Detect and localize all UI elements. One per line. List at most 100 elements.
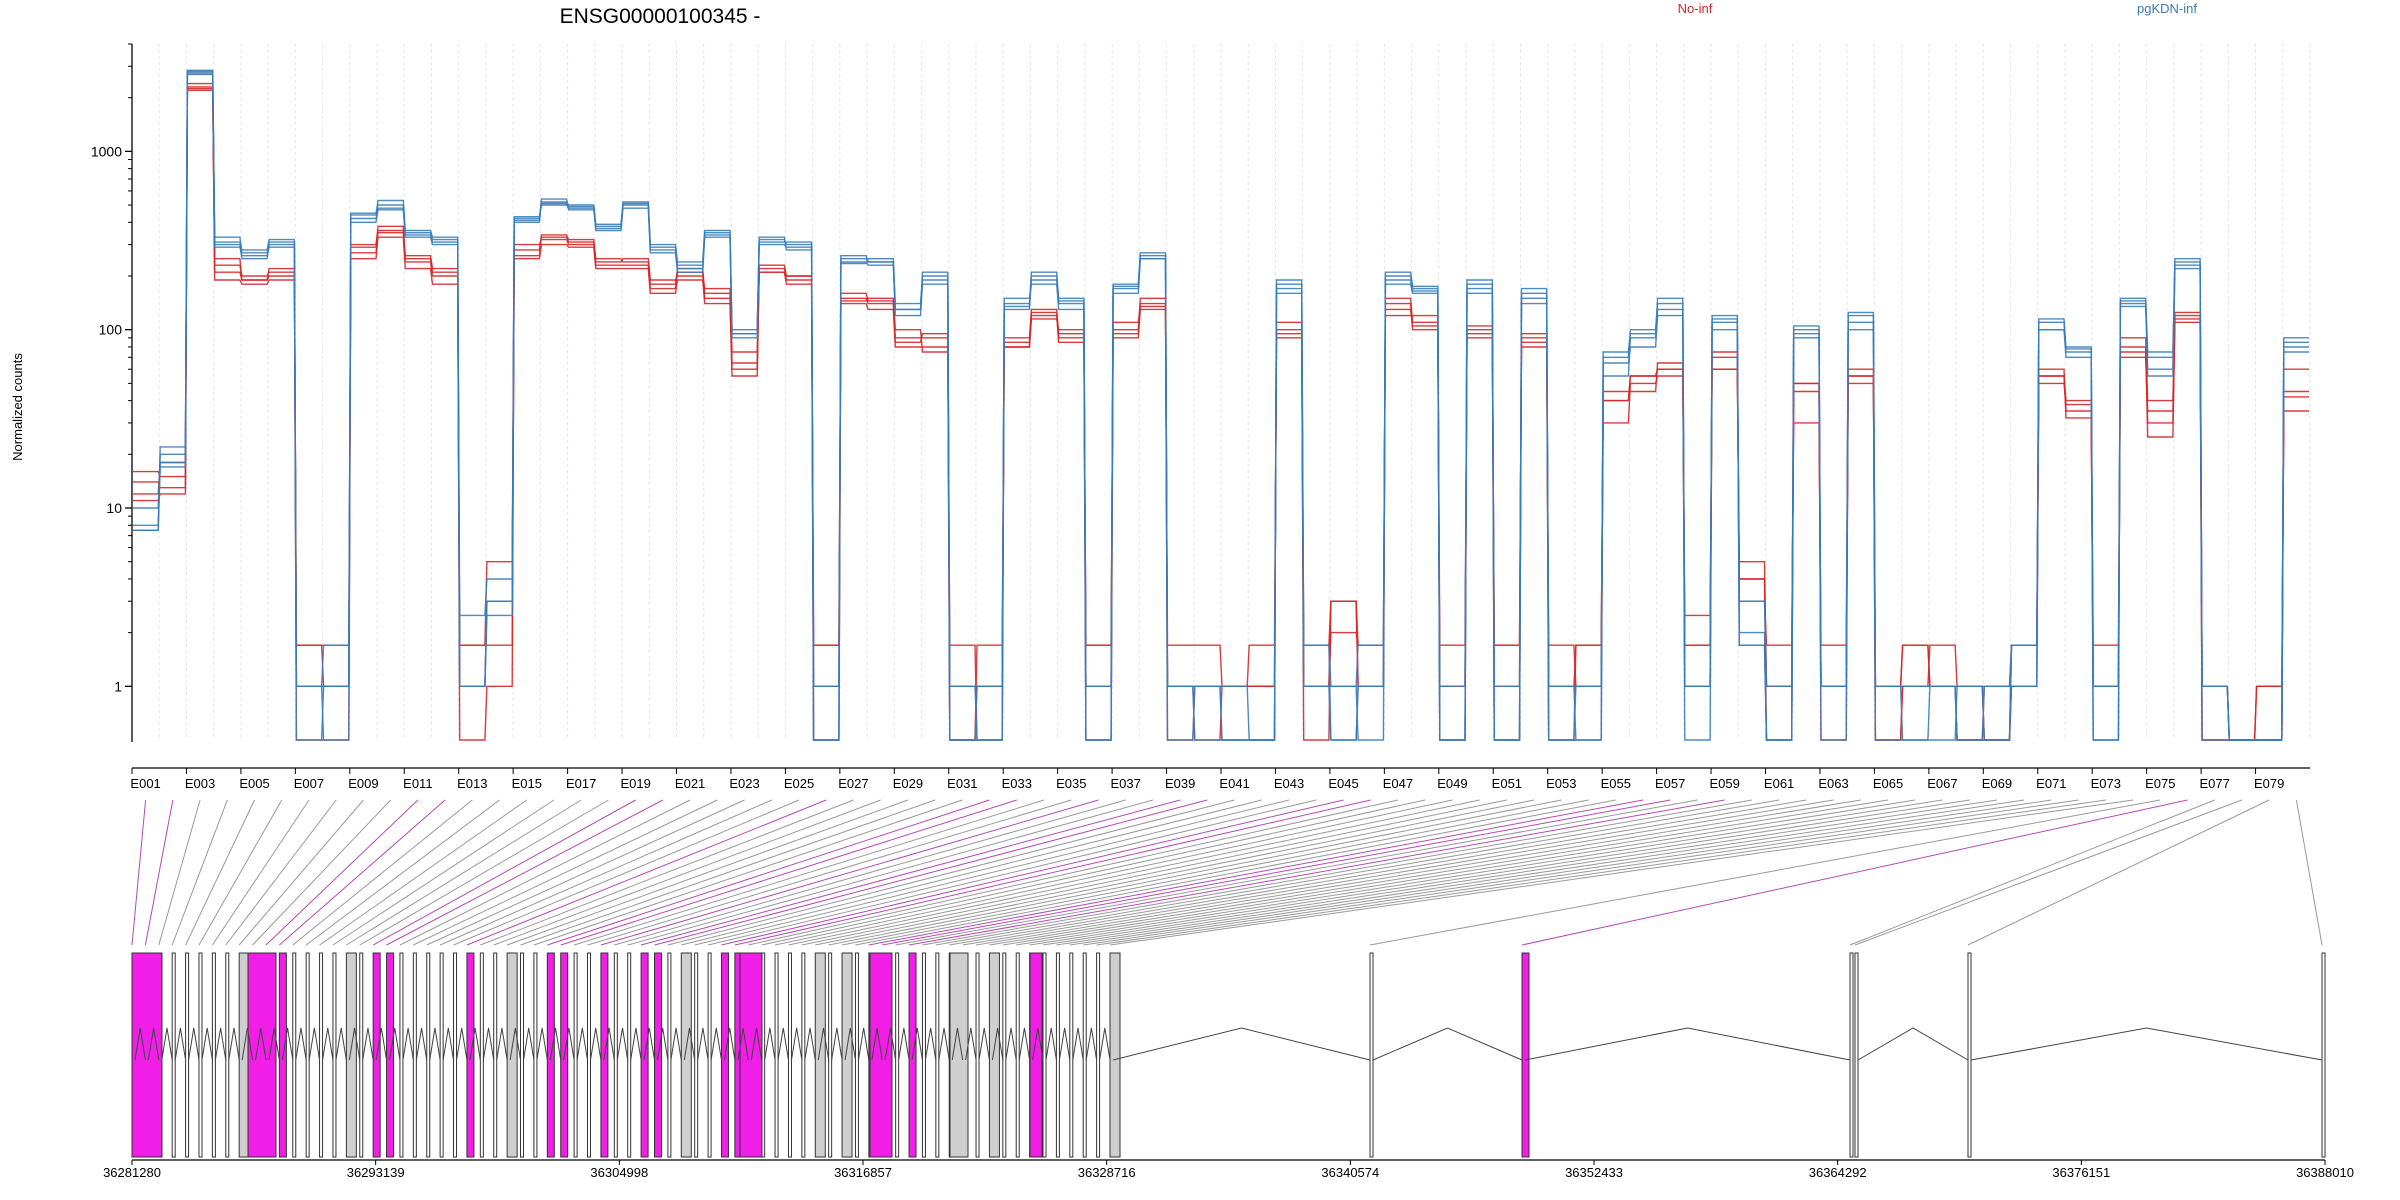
intron-line (429, 1027, 441, 1061)
connector-line (399, 799, 691, 946)
intron-line (603, 1027, 615, 1061)
x-tick-label: E053 (1546, 776, 1576, 791)
intron-line (951, 1027, 964, 1061)
intron-line (161, 1027, 173, 1061)
exon-block (439, 952, 444, 1158)
connector-line (721, 799, 1344, 946)
x-tick-label: E013 (457, 776, 487, 791)
connector-line (158, 799, 201, 946)
intron-line (683, 1027, 696, 1061)
connector-line (238, 799, 364, 946)
connector-line (372, 799, 636, 946)
connector-line (480, 799, 854, 946)
connector-line (882, 799, 1671, 946)
intron-line (978, 1027, 990, 1061)
intron-line (844, 1027, 856, 1061)
x-tick-label: E063 (1818, 776, 1848, 791)
x-tick-label: E025 (784, 776, 814, 791)
connector-line (895, 799, 1698, 946)
exon-block (1002, 952, 1007, 1158)
exon-block (225, 952, 230, 1158)
series-line (133, 87, 2309, 741)
exon-block (520, 952, 525, 1158)
exon-block (2321, 952, 2326, 1158)
intron-line (1032, 1027, 1044, 1061)
legend-label-pgkdn-inf: pgKDN-inf (2137, 1, 2197, 16)
connector-line (922, 799, 1752, 946)
connector-line (707, 799, 1317, 946)
x-tick-label: E011 (403, 776, 432, 791)
intron-line (1099, 1027, 1111, 1061)
exon-block (801, 952, 806, 1158)
exon-block (1849, 952, 1854, 1158)
intron-line (737, 1027, 749, 1061)
connector-line (748, 799, 1399, 946)
gene-model (131, 952, 2326, 1158)
exon-block (774, 952, 779, 1158)
intron-line (496, 1027, 508, 1061)
intron-line (1970, 1027, 2323, 1061)
connector-line (734, 799, 1371, 946)
intron-line (509, 1027, 522, 1061)
connector-line (654, 799, 1208, 946)
connector-line (506, 799, 909, 946)
chart-title: ENSG00000100345 - (560, 5, 761, 28)
connector-line (560, 799, 1017, 946)
connector-line (466, 799, 827, 946)
intron-line (188, 1027, 200, 1061)
x-tick-label: E051 (1492, 776, 1522, 791)
connector-line (131, 799, 147, 946)
connector-line (2295, 799, 2323, 946)
x-tick-label: E003 (185, 776, 215, 791)
intron-line (831, 1027, 843, 1061)
x-tick-label: E033 (1002, 776, 1032, 791)
intron-line (255, 1027, 267, 1061)
connector-line (332, 799, 555, 946)
exon-block (359, 952, 364, 1158)
genomic-tick-label: 36316857 (834, 1165, 892, 1180)
intron-line (750, 1027, 763, 1061)
intron-line (389, 1027, 401, 1061)
intron-line (1524, 1027, 1851, 1061)
connector-line (640, 799, 1181, 946)
connector-line (573, 799, 1045, 946)
y-tick-label: 10 (106, 500, 122, 516)
y-axis: 1 10 100 1000 (91, 43, 133, 742)
exon-block (1015, 952, 1020, 1158)
intron-line (670, 1027, 682, 1061)
connector-line (533, 799, 963, 946)
exon-block (573, 952, 578, 1158)
connector-line (855, 799, 1616, 946)
exon-block (895, 952, 900, 1158)
exon-block (1096, 952, 1101, 1158)
genomic-tick-label: 36364292 (1809, 1165, 1867, 1180)
connector-line (426, 799, 745, 946)
connector-line (1849, 799, 2215, 946)
intron-line (723, 1027, 736, 1061)
intron-line (281, 1027, 294, 1061)
intron-line (1112, 1027, 1371, 1061)
connector-line (1096, 799, 2106, 946)
connector-line (828, 799, 1562, 946)
x-axis: E001 E003 E005 E007 E009 E011 E013 E015 E017 E019… (130, 767, 2310, 791)
x-tick-label: E057 (1655, 776, 1685, 791)
intron-line (590, 1027, 602, 1061)
x-tick-label: E043 (1274, 776, 1304, 791)
x-tick-label: E017 (566, 776, 596, 791)
intron-line (656, 1027, 669, 1061)
exon-block (627, 952, 632, 1158)
exon-block (506, 952, 518, 1158)
connector-line (453, 799, 800, 946)
connector-line (171, 799, 228, 946)
exon-block (493, 952, 498, 1158)
connector-line (305, 799, 500, 946)
intron-line (402, 1027, 414, 1061)
exon-block (131, 952, 163, 1158)
connector-line (386, 799, 664, 946)
exon-block (613, 952, 618, 1158)
x-tick-label: E023 (729, 776, 759, 791)
intron-line (1072, 1027, 1084, 1061)
intron-line (804, 1027, 816, 1061)
connector-line (1016, 799, 1943, 946)
